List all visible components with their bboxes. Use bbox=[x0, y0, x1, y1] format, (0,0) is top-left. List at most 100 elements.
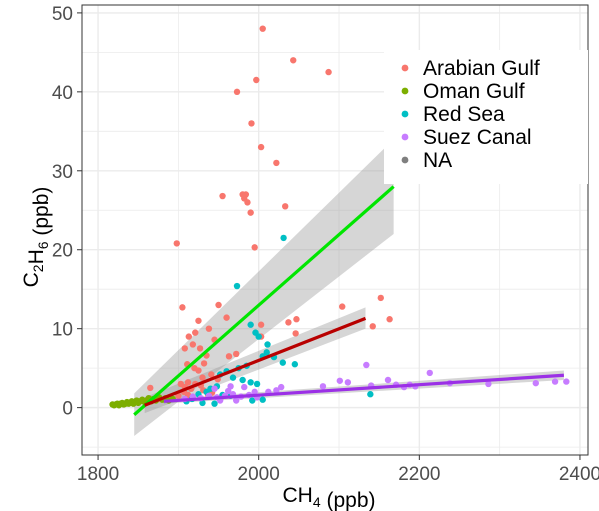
data-point bbox=[247, 321, 254, 328]
legend-label: Oman Gulf bbox=[423, 80, 525, 103]
data-point bbox=[181, 345, 189, 352]
data-point bbox=[192, 329, 199, 336]
data-point bbox=[257, 321, 265, 328]
x-tick-label: 2200 bbox=[398, 464, 440, 485]
axis-title-part: H bbox=[25, 249, 48, 264]
data-point bbox=[247, 209, 254, 216]
axis-title-part: C bbox=[20, 272, 43, 287]
y-axis-title: C2H6 (ppb) bbox=[20, 187, 53, 288]
data-point bbox=[195, 317, 202, 324]
data-point bbox=[253, 76, 260, 84]
data-point bbox=[184, 379, 192, 386]
regression-lines bbox=[133, 185, 565, 416]
data-point bbox=[195, 367, 202, 374]
data-point bbox=[253, 380, 261, 388]
confidence-band bbox=[134, 139, 394, 437]
legend-key bbox=[401, 133, 409, 141]
data-point bbox=[325, 68, 332, 76]
data-point bbox=[248, 120, 255, 127]
data-point bbox=[200, 360, 208, 367]
data-point bbox=[233, 282, 241, 290]
data-point bbox=[384, 376, 392, 384]
data-point bbox=[339, 303, 346, 310]
data-point bbox=[223, 314, 230, 321]
data-point bbox=[255, 333, 262, 340]
data-point bbox=[292, 330, 299, 337]
legend-box bbox=[384, 50, 588, 184]
data-point bbox=[563, 378, 570, 385]
data-point bbox=[259, 396, 266, 403]
data-point bbox=[233, 88, 241, 96]
data-point bbox=[369, 323, 376, 330]
y-tick-label: 20 bbox=[52, 241, 73, 262]
data-point bbox=[319, 383, 327, 390]
data-point bbox=[179, 304, 186, 311]
data-point bbox=[426, 369, 433, 377]
y-tick-label: 50 bbox=[52, 4, 73, 25]
axis-ticks: 0 10 20 30 40 50 1800 2000 2200 2400 bbox=[52, 4, 599, 485]
data-point bbox=[239, 376, 246, 384]
axis-title-part: (ppb) bbox=[321, 489, 376, 511]
data-point bbox=[208, 371, 215, 378]
y-tick-label: 0 bbox=[62, 399, 73, 420]
data-point bbox=[551, 378, 559, 385]
data-point bbox=[225, 353, 233, 360]
legend-key bbox=[401, 110, 409, 118]
data-point bbox=[173, 240, 180, 247]
legend-label: Red Sea bbox=[423, 103, 505, 126]
data-point bbox=[336, 377, 344, 384]
data-point bbox=[196, 345, 204, 352]
data-point bbox=[251, 388, 258, 396]
data-point bbox=[249, 397, 256, 404]
data-point bbox=[147, 384, 154, 392]
data-point bbox=[224, 387, 232, 395]
y-tick-label: 10 bbox=[52, 320, 73, 341]
axis-title-part: (ppb) bbox=[30, 187, 53, 242]
data-point bbox=[257, 143, 265, 151]
data-point bbox=[211, 385, 218, 392]
legend-label: Suez Canal bbox=[423, 126, 532, 149]
data-point bbox=[233, 397, 240, 404]
data-point bbox=[229, 374, 237, 381]
data-point bbox=[241, 383, 248, 391]
data-point bbox=[263, 349, 270, 356]
data-point bbox=[189, 341, 197, 348]
data-point bbox=[282, 203, 289, 210]
data-point bbox=[377, 294, 384, 302]
data-point bbox=[219, 192, 226, 200]
data-point bbox=[277, 383, 285, 391]
data-point bbox=[264, 341, 271, 348]
legend-key bbox=[401, 156, 409, 164]
regression-line bbox=[144, 316, 367, 407]
legend-label: Arabian Gulf bbox=[423, 57, 540, 80]
plot-border bbox=[81, 4, 589, 456]
data-point bbox=[233, 350, 240, 358]
data-point bbox=[247, 379, 254, 386]
data-point bbox=[279, 359, 286, 366]
x-axis-title: CH4 (ppb) bbox=[283, 484, 376, 511]
data-point bbox=[485, 380, 492, 388]
data-point bbox=[280, 234, 287, 242]
data-point bbox=[273, 159, 280, 167]
axis-title-part: 6 bbox=[35, 241, 51, 249]
data-point bbox=[244, 199, 251, 206]
data-point bbox=[293, 316, 300, 323]
data-point bbox=[386, 316, 393, 323]
data-point bbox=[344, 379, 352, 386]
regression-line bbox=[133, 185, 395, 416]
x-tick-label: 2400 bbox=[559, 464, 599, 485]
data-point bbox=[205, 325, 213, 332]
legend-key bbox=[401, 64, 409, 72]
data-point bbox=[251, 244, 258, 251]
regression-line bbox=[163, 373, 565, 403]
axis-title-part: 4 bbox=[313, 494, 321, 510]
data-point bbox=[199, 374, 206, 381]
data-point bbox=[290, 57, 297, 64]
data-point bbox=[363, 361, 370, 369]
data-point bbox=[532, 379, 539, 387]
y-tick-label: 30 bbox=[52, 162, 73, 183]
x-tick-label: 1800 bbox=[77, 464, 119, 485]
data-point bbox=[273, 387, 280, 394]
axis-title-part: 2 bbox=[30, 264, 46, 272]
